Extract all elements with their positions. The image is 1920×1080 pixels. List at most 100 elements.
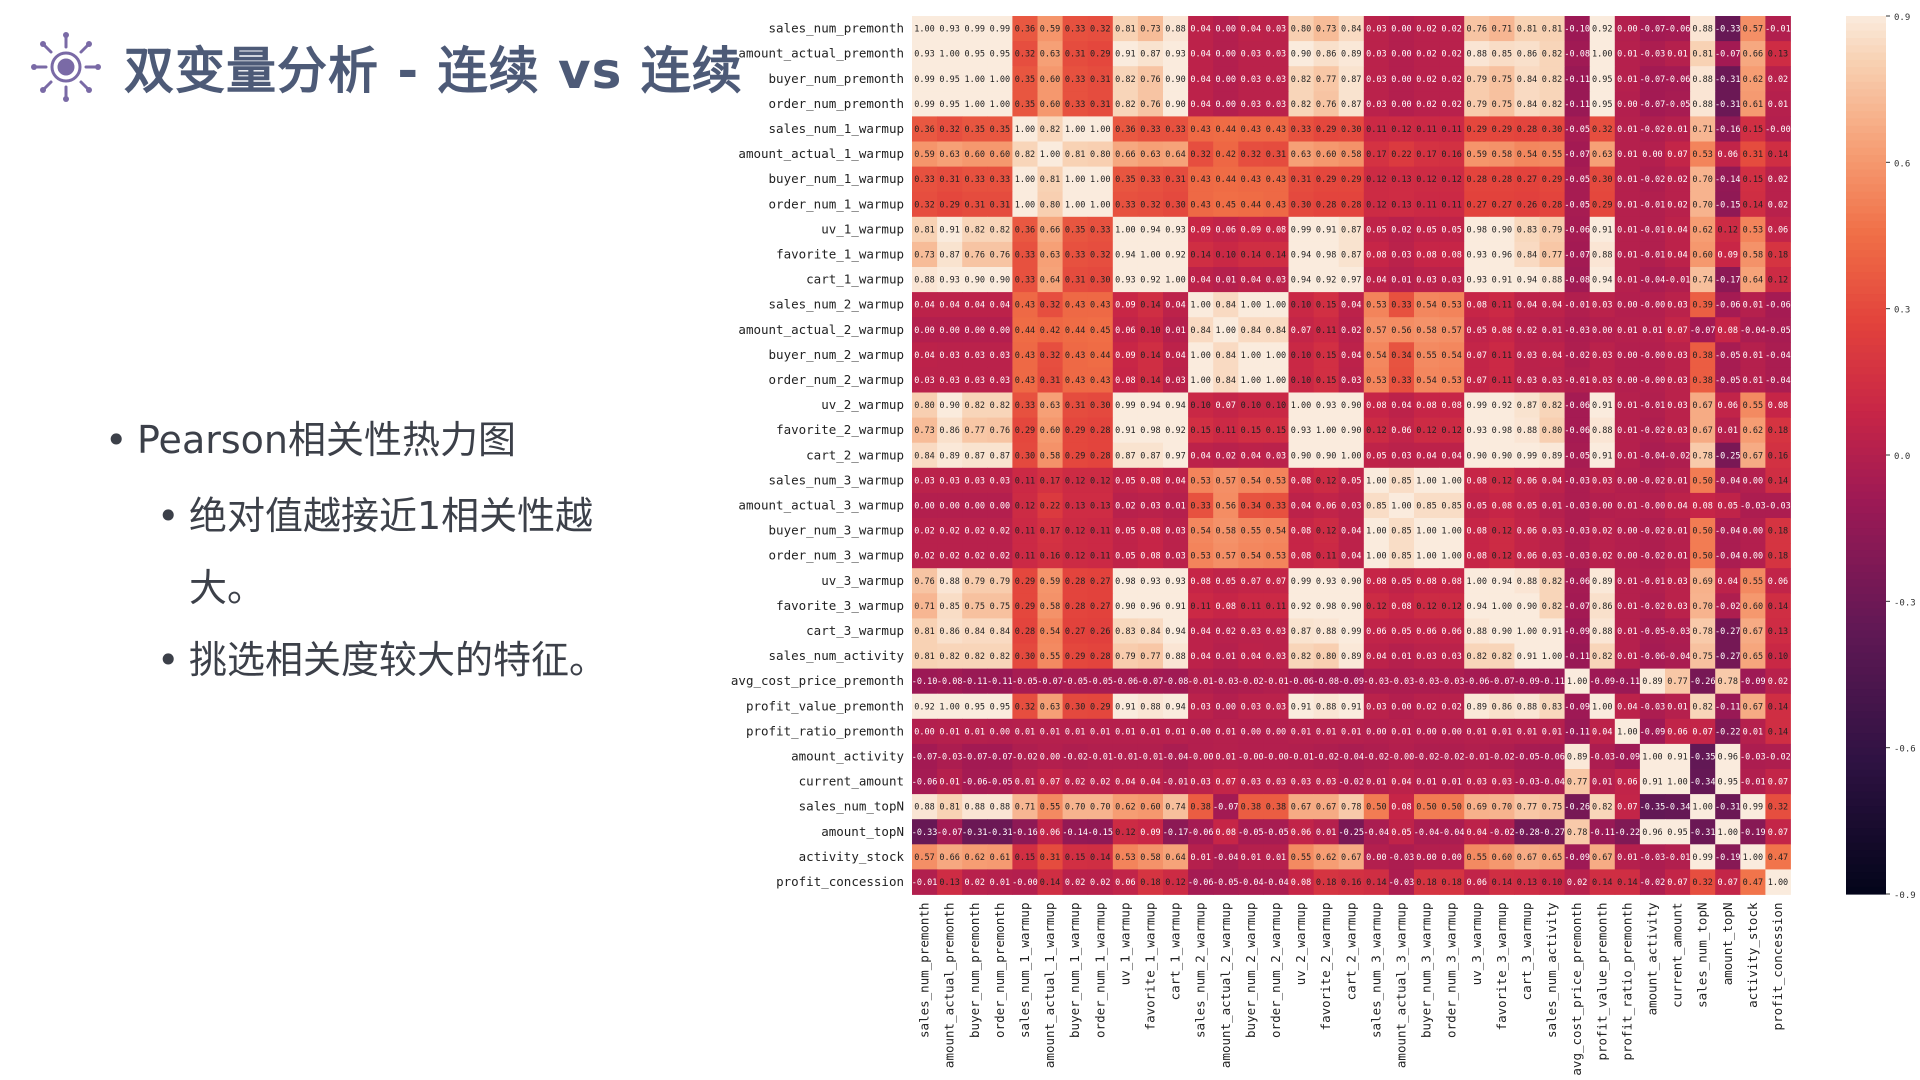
cell-value-label: -0.00 — [1188, 752, 1214, 762]
cell-value-label: 0.27 — [1467, 200, 1487, 210]
cell-value-label: -0.16 — [1715, 125, 1741, 135]
cell-value-label: 0.71 — [1492, 25, 1512, 35]
cell-value-label: 0.04 — [990, 301, 1010, 311]
heatmap-cell — [1639, 41, 1666, 67]
cell-value-label: 0.03 — [1341, 501, 1361, 511]
heatmap-cell — [1414, 267, 1440, 293]
cell-value-label: -0.02 — [1439, 752, 1465, 762]
cell-value-label: 1.00 — [914, 25, 934, 35]
cell-value-label: 0.04 — [1366, 276, 1386, 286]
y-tick-label: favorite_3_warmup — [776, 598, 904, 613]
heatmap-cell — [1439, 241, 1465, 268]
cell-value-label: 0.33 — [1015, 401, 1035, 411]
colorbar-segment — [1846, 740, 1886, 749]
heatmap-cell — [1489, 241, 1515, 268]
cell-value-label: 0.02 — [1065, 878, 1085, 888]
cell-value-label: -0.02 — [1364, 752, 1390, 762]
cell-value-label: 0.06 — [1768, 577, 1788, 587]
cell-value-label: 0.59 — [1040, 577, 1060, 587]
cell-value-label: -0.19 — [1740, 828, 1766, 838]
cell-value-label: 0.05 — [1467, 501, 1487, 511]
colorbar-segment — [1846, 513, 1886, 522]
cell-value-label: 0.71 — [1015, 803, 1035, 813]
cell-value-label: 0.00 — [1391, 75, 1411, 85]
cell-value-label: 0.03 — [1667, 602, 1687, 612]
cell-value-label: 0.53 — [1115, 853, 1135, 863]
cell-value-label: 0.01 — [1617, 276, 1637, 286]
cell-value-label: 0.31 — [990, 200, 1010, 210]
cell-value-label: 1.00 — [1416, 476, 1436, 486]
cell-value-label: 0.05 — [1366, 451, 1386, 461]
cell-value-label: -0.17 — [1715, 276, 1741, 286]
cell-value-label: 0.83 — [1115, 627, 1135, 637]
cell-value-label: 0.03 — [1165, 527, 1185, 537]
cell-value-label: 0.03 — [990, 476, 1010, 486]
cell-value-label: 0.08 — [1391, 602, 1411, 612]
cell-value-label: 0.71 — [914, 602, 934, 612]
heatmap-cell — [962, 216, 988, 243]
cell-value-label: 0.12 — [1366, 200, 1386, 210]
cell-value-label: 0.67 — [1743, 451, 1763, 461]
cell-value-label: 0.03 — [1190, 702, 1210, 712]
cell-value-label: -0.22 — [1715, 727, 1741, 737]
heatmap-cell — [1414, 16, 1440, 42]
colorbar-tick-label: -0.6 — [1894, 745, 1916, 755]
cell-value-label: 0.32 — [1241, 150, 1261, 160]
cell-value-label: 0.82 — [1592, 652, 1612, 662]
heatmap-cell — [1012, 241, 1038, 268]
cell-value-label: 0.02 — [1416, 25, 1436, 35]
cell-value-label: 0.08 — [1492, 326, 1512, 336]
cell-value-label: 1.00 — [1592, 50, 1612, 60]
x-tick-label: current_amount — [1670, 903, 1685, 1008]
heatmap-cell — [1238, 16, 1264, 42]
cell-value-label: 0.00 — [1617, 527, 1637, 537]
heatmap-cell — [1514, 141, 1540, 167]
cell-value-label: -0.31 — [987, 828, 1013, 838]
cell-value-label: -0.06 — [1288, 677, 1314, 687]
cell-value-label: 0.67 — [1291, 803, 1311, 813]
cell-value-label: 0.09 — [1718, 250, 1738, 260]
cell-value-label: -0.05 — [1012, 677, 1038, 687]
cell-value-label: 1.00 — [1241, 376, 1261, 386]
cell-value-label: 0.84 — [1517, 100, 1537, 110]
heatmap-cell — [1188, 41, 1214, 67]
cell-value-label: -0.11 — [962, 677, 988, 687]
cell-value-label: 0.59 — [1040, 25, 1060, 35]
cell-value-label: 0.82 — [1467, 652, 1487, 662]
cell-value-label: 1.00 — [1743, 853, 1763, 863]
colorbar-segment — [1846, 835, 1886, 844]
cell-value-label: 0.03 — [965, 351, 985, 361]
heatmap-cell — [1288, 292, 1314, 318]
cell-value-label: 0.02 — [1667, 200, 1687, 210]
cell-value-label: 1.00 — [1567, 677, 1587, 687]
cell-value-label: 0.13 — [1391, 200, 1411, 210]
cell-value-label: 0.29 — [1316, 175, 1336, 185]
colorbar-segment — [1846, 469, 1886, 478]
cell-value-label: 0.16 — [1768, 451, 1788, 461]
heatmap-cell — [1514, 241, 1540, 268]
cell-value-label: 0.10 — [1241, 401, 1261, 411]
cell-value-label: 0.94 — [1165, 627, 1185, 637]
cell-value-label: 0.02 — [1216, 627, 1236, 637]
cell-value-label: 0.02 — [1768, 200, 1788, 210]
cell-value-label: 0.06 — [1768, 225, 1788, 235]
cell-value-label: -0.06 — [1564, 225, 1590, 235]
cell-value-label: 0.95 — [965, 50, 985, 60]
heatmap-cell — [1163, 41, 1189, 67]
cell-value-label: -0.00 — [1640, 376, 1666, 386]
x-tick-label: uv_2_warmup — [1293, 903, 1308, 986]
cell-value-label: 0.80 — [1090, 150, 1110, 160]
heatmap-cell — [1539, 16, 1565, 42]
cell-value-label: 0.28 — [1015, 627, 1035, 637]
colorbar-segment — [1846, 367, 1886, 376]
cell-value-label: 0.34 — [1241, 501, 1261, 511]
cell-value-label: 0.11 — [1090, 527, 1110, 537]
cell-value-label: -0.03 — [937, 752, 963, 762]
cell-value-label: -0.07 — [1489, 677, 1515, 687]
cell-value-label: 0.92 — [1316, 276, 1336, 286]
cell-value-label: 0.12 — [1441, 175, 1461, 185]
heatmap-cell — [1715, 41, 1741, 67]
cell-value-label: 0.84 — [1216, 351, 1236, 361]
heatmap-cell — [1589, 191, 1616, 218]
cell-value-label: 0.26 — [1090, 627, 1110, 637]
